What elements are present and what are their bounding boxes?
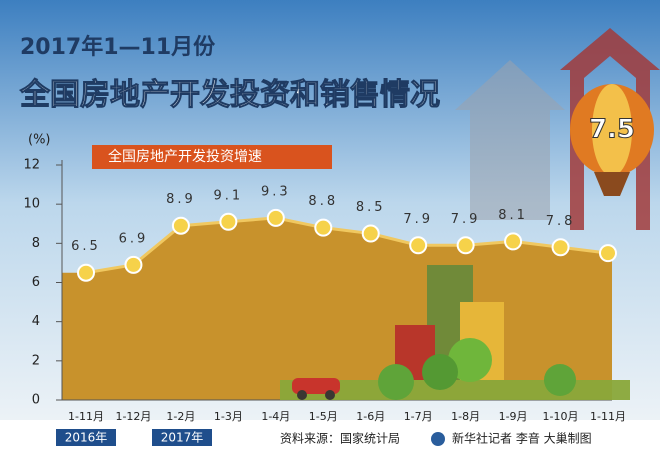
point-marker [171,216,190,235]
data-label: 9.3 [261,184,291,199]
x-tick-label: 1-2月 [166,410,195,423]
year-label: 2017年 [161,431,204,445]
point-marker [599,244,617,263]
data-label: 7.9 [451,212,481,227]
legend-box [92,145,332,169]
y-tick-label: 2 [32,353,40,368]
data-label: 9.1 [214,188,244,203]
year-label: 2016年 [65,431,108,445]
x-tick-label: 1-12月 [115,410,151,423]
x-tick-label: 1-5月 [309,410,338,423]
point-marker [551,238,570,257]
point-marker [456,236,475,255]
legend-label: 全国房地产开发投资增速 [108,148,262,165]
data-label: 8.5 [356,200,386,215]
point-marker [266,208,285,227]
x-tick-label: 1-4月 [261,410,290,423]
y-tick-label: 8 [32,236,40,251]
balloon-stripe [592,84,632,176]
x-tick-label: 1-11月 [590,410,626,423]
subtitle: 2017年1—11月份 [20,34,216,60]
data-label: 6.5 [71,239,101,254]
data-label: 8.1 [498,208,528,223]
point-marker [409,236,428,255]
point-marker [219,212,238,231]
logo [431,432,445,446]
y-tick-label: 4 [32,314,40,329]
city-decoration [280,265,630,400]
x-tick-label: 1-3月 [214,410,243,423]
x-tick-label: 1-7月 [404,410,433,423]
point-marker [77,263,95,282]
data-label: 6.9 [119,231,149,246]
year-box [152,429,212,446]
chart-title: 全国房地产开发投资和销售情况 [19,78,440,113]
data-label: 7.9 [403,212,433,227]
y-axis-label: (%) [28,133,51,148]
source: 资料来源：国家统计局 [280,431,400,446]
data-label: 7.8 [546,214,576,229]
y-tick-label: 10 [23,197,40,212]
point-marker [504,232,523,251]
credit: 新华社记者 李音 大巢制图 [452,431,592,446]
data-label: 8.8 [308,194,338,209]
y-tick-label: 12 [23,158,40,173]
point-marker [361,224,380,243]
x-tick-label: 1-6月 [356,410,385,423]
year-box [56,429,116,446]
data-label: 7.5 [589,115,635,145]
data-label: 8.9 [166,192,196,207]
balloon-basket [594,172,630,196]
point-marker [314,218,333,237]
x-tick-label: 1-8月 [451,410,480,423]
y-tick-label: 6 [32,275,40,290]
x-tick-label: 1-10月 [543,410,579,423]
point-marker [124,255,143,274]
y-tick-label: 0 [32,393,40,408]
x-tick-label: 1-11月 [68,410,104,423]
x-tick-label: 1-9月 [499,410,528,423]
arrow-decoration [455,60,565,220]
